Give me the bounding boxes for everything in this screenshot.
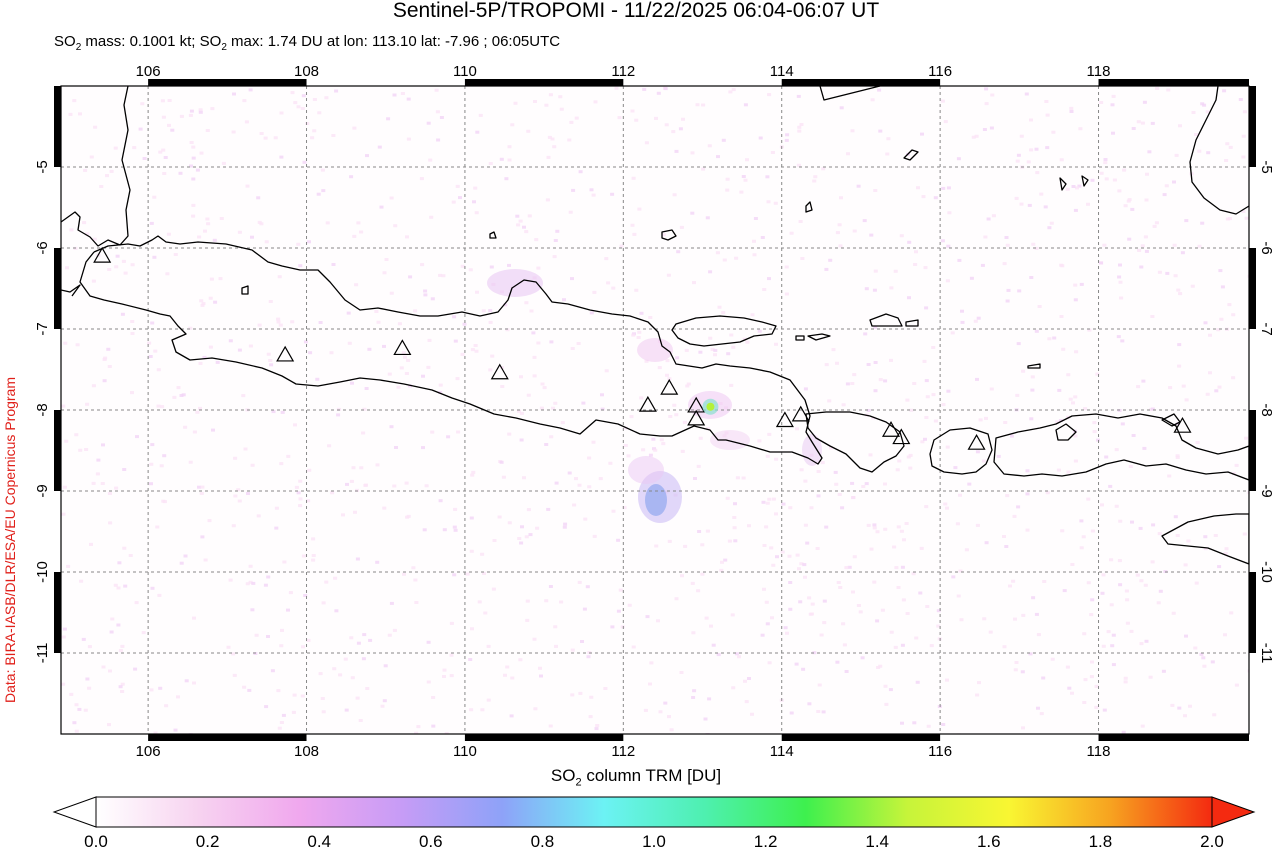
coastline-borneo xyxy=(819,86,881,101)
lon-tick-label-top: 106 xyxy=(136,63,161,80)
so2-summary: SO2 mass: 0.1001 kt; SO2 max: 1.74 DU at… xyxy=(54,33,561,53)
lon-tick-label-bottom: 106 xyxy=(136,743,161,760)
colorbar-under-arrow xyxy=(52,796,97,828)
colorbar-tick-label: 0.2 xyxy=(195,832,220,851)
colorbar-gradient xyxy=(95,796,1213,828)
lat-tick-label-right: -7 xyxy=(1258,322,1272,335)
so2-max-hotspot xyxy=(702,398,719,415)
lat-tick-label-left: -11 xyxy=(34,643,51,664)
lon-tick-label-top: 112 xyxy=(611,63,635,80)
colorbar xyxy=(52,796,1256,828)
colorbar-tick-label: 0.0 xyxy=(84,832,108,851)
volcano-marker xyxy=(276,345,295,362)
colorbar-tick-label: 0.8 xyxy=(530,832,555,851)
coastline-sumba xyxy=(1161,513,1249,565)
volcano-marker xyxy=(791,405,810,422)
volcano-markers xyxy=(93,246,1192,450)
lat-tick-label-left: -10 xyxy=(34,561,51,583)
volcano-marker xyxy=(775,411,794,428)
lat-tick-label-right: -5 xyxy=(1258,160,1272,173)
lat-tick-label-left: -6 xyxy=(34,241,51,254)
volcano-marker xyxy=(490,363,509,380)
volcano-marker xyxy=(93,246,112,263)
volcano-marker xyxy=(660,378,679,395)
lon-tick-label-bottom: 118 xyxy=(1087,743,1111,760)
lat-tick-label-left: -9 xyxy=(34,484,51,497)
lat-tick-label-right: -6 xyxy=(1258,241,1272,254)
colorbar-tick-label: 1.2 xyxy=(753,832,778,851)
volcano-marker xyxy=(967,434,986,450)
so2-background-noise xyxy=(61,86,1249,734)
lat-tick-label-right: -8 xyxy=(1258,403,1272,416)
coastline-sumatra-west xyxy=(61,284,81,297)
lat-tick-label-left: -8 xyxy=(34,403,51,416)
lon-tick-label-top: 114 xyxy=(770,63,794,80)
coastline-lombok xyxy=(929,427,993,475)
colorbar-tick-label: 0.4 xyxy=(307,832,332,851)
so2-plumes xyxy=(487,269,822,523)
coastline-bali xyxy=(805,411,905,473)
lon-tick-label-bottom: 108 xyxy=(294,743,319,760)
coastline-sumbawa xyxy=(993,413,1249,481)
coastline-sulawesi xyxy=(1189,86,1249,215)
volcano-marker xyxy=(892,428,911,445)
colorbar-title: SO2 column TRM [DU] xyxy=(550,766,722,789)
lon-tick-label-bottom: 114 xyxy=(770,743,794,760)
lon-tick-label-top: 110 xyxy=(453,63,477,80)
colorbar-tick-label: 1.4 xyxy=(865,832,890,851)
volcano-marker xyxy=(687,409,706,426)
volcano-marker xyxy=(1173,416,1192,433)
lat-tick-label-right: -11 xyxy=(1258,643,1272,664)
volcano-marker xyxy=(393,339,412,356)
lon-tick-label-top: 118 xyxy=(1087,63,1111,80)
lat-tick-label-right: -9 xyxy=(1258,484,1272,497)
lon-tick-label-bottom: 116 xyxy=(928,743,952,760)
colorbar-tick-label: 2.0 xyxy=(1200,832,1224,851)
map-title: Sentinel-5P/TROPOMI - 11/22/2025 06:04-0… xyxy=(392,0,880,22)
axis-tick-labels: 106 106 108 108 110 110 112 112 114 114 116 116 118 1… xyxy=(34,63,1272,760)
volcano-marker xyxy=(638,395,657,412)
volcano-marker xyxy=(881,421,901,437)
colorbar-tick-label: 1.8 xyxy=(1088,832,1113,851)
lat-tick-label-right: -10 xyxy=(1258,561,1272,583)
coastline-java xyxy=(79,235,823,465)
lon-tick-label-bottom: 112 xyxy=(611,743,635,760)
coastline-karimunjawa xyxy=(661,229,677,241)
colorbar-over-arrow xyxy=(1211,796,1256,828)
coastlines xyxy=(61,86,1249,565)
lat-tick-label-left: -7 xyxy=(34,322,51,335)
map-frame-scale-bars xyxy=(54,79,1256,741)
colorbar-tick-label: 1.0 xyxy=(642,832,666,851)
colorbar-tick-label: 1.6 xyxy=(976,832,1001,851)
so2-max-point xyxy=(706,402,715,411)
lon-tick-label-bottom: 110 xyxy=(453,743,477,760)
lon-tick-label-top: 116 xyxy=(928,63,952,80)
lon-tick-label-top: 108 xyxy=(294,63,319,80)
coastline-madura xyxy=(671,315,777,347)
colorbar-tick-label: 0.6 xyxy=(418,832,443,851)
lat-tick-label-left: -5 xyxy=(34,160,51,173)
